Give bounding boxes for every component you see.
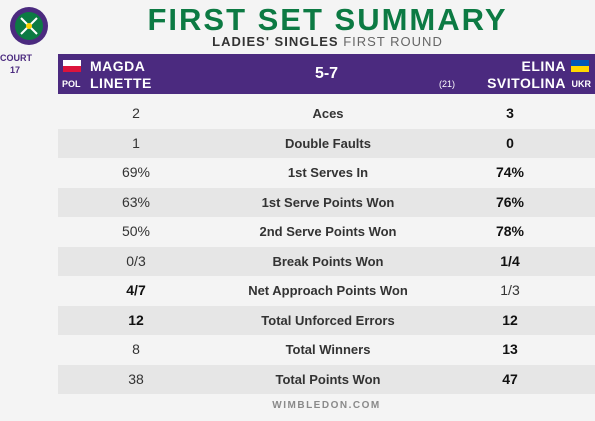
stat-label: 1st Serve Points Won bbox=[261, 194, 395, 210]
stat-label: Break Points Won bbox=[272, 253, 384, 269]
player1-stat: 69% bbox=[121, 164, 151, 180]
stat-row: 2 Aces 3 bbox=[58, 99, 595, 129]
page-subtitle: LADIES' SINGLES FIRST ROUND bbox=[60, 34, 595, 49]
player1-stat: 8 bbox=[132, 341, 140, 357]
wimbledon-logo bbox=[10, 7, 48, 45]
stat-label: Aces bbox=[312, 106, 344, 121]
player1-last-name: LINETTE bbox=[90, 75, 152, 91]
player2-stat: 0 bbox=[506, 134, 514, 151]
court-label-word: COURT bbox=[0, 53, 32, 63]
court-label: COURT 17 bbox=[0, 52, 32, 76]
player2-stat: 13 bbox=[502, 341, 518, 357]
stat-label: Total Points Won bbox=[275, 371, 381, 387]
stats-table: 2 Aces 3 1 Double Faults 0 69% 1st Serve… bbox=[58, 99, 595, 394]
subtitle-round: FIRST ROUND bbox=[343, 34, 443, 49]
footer-site: WIMBLEDON.COM bbox=[272, 400, 381, 411]
stat-label: 1st Serves In bbox=[287, 165, 369, 180]
player2-stat: 78% bbox=[495, 223, 525, 239]
stat-row: 63% 1st Serve Points Won 76% bbox=[58, 187, 595, 217]
stat-row: 0/3 Break Points Won 1/4 bbox=[58, 246, 595, 276]
player2-stat: 76% bbox=[495, 193, 525, 210]
stat-row: 12 Total Unforced Errors 12 bbox=[58, 305, 595, 335]
stat-row: 50% 2nd Serve Points Won 78% bbox=[58, 217, 595, 247]
player1-stat: 1 bbox=[132, 134, 140, 151]
player2-stat: 74% bbox=[495, 164, 525, 180]
player2-seed: (21) bbox=[438, 79, 455, 89]
player1-stat: 63% bbox=[121, 193, 151, 210]
player2-stat: 3 bbox=[506, 105, 514, 121]
player2-country: UKR bbox=[571, 79, 592, 89]
player1-stat: 12 bbox=[128, 311, 144, 328]
stat-row: 4/7 Net Approach Points Won 1/3 bbox=[58, 276, 595, 306]
subtitle-event: LADIES' SINGLES bbox=[212, 34, 339, 49]
stat-label: Double Faults bbox=[285, 135, 371, 151]
stat-row: 1 Double Faults 0 bbox=[58, 128, 595, 158]
player1-stat: 0/3 bbox=[126, 252, 146, 269]
player1-stat: 50% bbox=[121, 223, 151, 239]
player2-last-name: SVITOLINA bbox=[487, 75, 566, 91]
stat-label: 2nd Serve Points Won bbox=[259, 224, 397, 239]
player1-stat: 38 bbox=[128, 370, 144, 387]
player2-stat: 12 bbox=[502, 311, 518, 328]
player2-stat: 47 bbox=[502, 370, 518, 387]
stat-label: Net Approach Points Won bbox=[248, 283, 408, 298]
stat-row: 8 Total Winners 13 bbox=[58, 335, 595, 365]
stat-row: 38 Total Points Won 47 bbox=[58, 364, 595, 394]
player1-first-name: MAGDA bbox=[90, 58, 146, 74]
ukraine-flag-icon bbox=[571, 60, 589, 72]
stat-label: Total Winners bbox=[285, 342, 371, 357]
match-banner: MAGDA LINETTE POL 5-7 ELINA (21) SVITOLI… bbox=[58, 54, 595, 94]
player2-first-name: ELINA bbox=[521, 58, 566, 74]
player1-stat: 4/7 bbox=[126, 282, 146, 298]
court-number: 17 bbox=[9, 65, 20, 75]
page-title: FIRST SET SUMMARY bbox=[147, 2, 508, 37]
poland-flag-icon bbox=[63, 60, 81, 72]
player2-stat: 1/4 bbox=[500, 252, 520, 269]
player2-stat: 1/3 bbox=[500, 282, 520, 298]
stat-row: 69% 1st Serves In 74% bbox=[58, 158, 595, 188]
stat-label: Total Unforced Errors bbox=[261, 312, 395, 328]
player1-stat: 2 bbox=[132, 105, 140, 121]
player1-country: POL bbox=[62, 79, 81, 89]
set-score: 5-7 bbox=[314, 65, 339, 82]
